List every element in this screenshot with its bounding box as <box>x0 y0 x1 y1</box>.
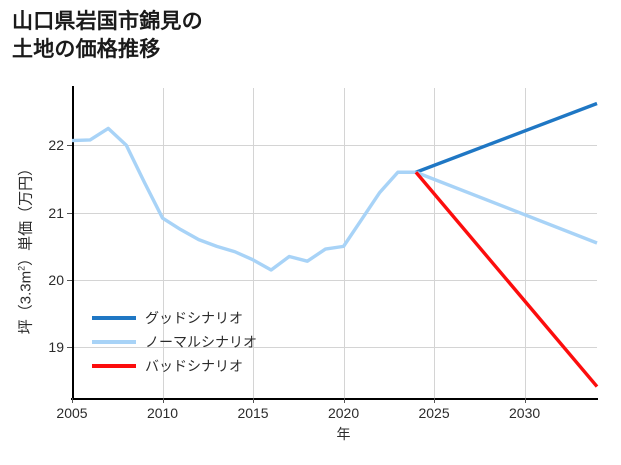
gridline-vertical <box>162 88 164 398</box>
y-axis-tick-mark <box>67 347 72 349</box>
y-axis-tick-mark <box>67 280 72 282</box>
plot-background <box>72 88 597 398</box>
x-axis-tick-label: 2015 <box>237 405 269 421</box>
x-axis-tick-label: 2005 <box>56 405 88 421</box>
x-axis-tick-label: 2020 <box>327 405 360 421</box>
legend-item-label: ノーマルシナリオ <box>145 334 257 350</box>
x-axis-tick-mark <box>162 398 164 403</box>
x-axis-tick-mark <box>434 398 436 403</box>
y-axis-tick-label: 22 <box>48 137 64 154</box>
legend-color-swatch <box>92 364 136 368</box>
gridline-vertical <box>253 88 255 398</box>
x-axis-tick-mark <box>524 398 526 403</box>
y-axis-line <box>72 86 74 400</box>
gridline-vertical <box>524 88 526 398</box>
legend-item[interactable]: グッドシナリオ <box>92 310 257 326</box>
series-line-バッドシナリオ <box>414 171 599 388</box>
gridline-horizontal <box>72 145 597 147</box>
gridline-horizontal <box>72 347 597 349</box>
gridline-horizontal <box>72 212 597 214</box>
x-axis-tick-label: 2025 <box>418 405 450 421</box>
x-axis-tick-mark <box>253 398 255 403</box>
y-axis-tick-label: 20 <box>48 272 64 289</box>
y-axis-tick-mark <box>67 212 72 214</box>
gridline-vertical <box>434 88 436 398</box>
chart-legend: グッドシナリオ ノーマルシナリオ バッドシナリオ <box>92 310 257 374</box>
plot-area <box>72 88 597 398</box>
x-axis-line <box>71 398 598 400</box>
page-title: 山口県岩国市錦見の 土地の価格推移 <box>12 10 203 61</box>
y-axis-tick-mark <box>67 145 72 147</box>
y-axis-tick-label: 19 <box>48 339 64 356</box>
legend-color-swatch <box>92 316 136 320</box>
y-axis-tick-label: 21 <box>48 204 64 221</box>
series-line-実績 <box>71 126 416 272</box>
x-axis-tick-label: 2030 <box>509 405 541 421</box>
x-axis-title: 年 <box>336 426 351 442</box>
gridline-horizontal <box>72 280 597 282</box>
x-axis-tick-mark <box>343 398 345 403</box>
series-line-グッドシナリオ <box>415 101 598 174</box>
legend-item[interactable]: ノーマルシナリオ <box>92 334 257 350</box>
legend-item-label: グッドシナリオ <box>145 310 243 326</box>
x-axis-tick-mark <box>72 398 73 403</box>
legend-item-label: バッドシナリオ <box>145 358 243 374</box>
legend-item[interactable]: バッドシナリオ <box>92 358 257 374</box>
legend-color-swatch <box>92 340 136 344</box>
x-axis-tick-label: 2010 <box>146 405 179 421</box>
series-line-ノーマルシナリオ <box>415 170 598 245</box>
